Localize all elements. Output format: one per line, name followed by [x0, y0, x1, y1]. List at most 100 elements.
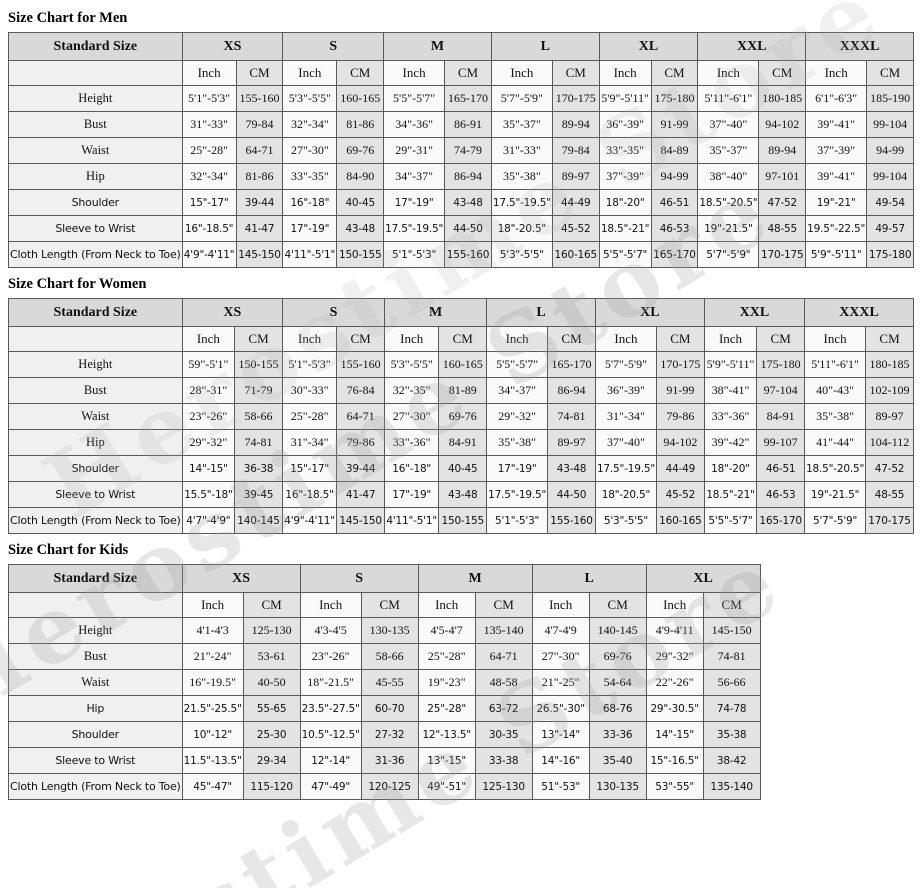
measure-cm-cell: 43-48 [438, 481, 488, 508]
measure-cm-cell: 69-76 [588, 643, 647, 670]
measure-cm-cell: 81-86 [336, 111, 385, 138]
measure-cm-cell: 94-102 [655, 429, 705, 456]
measure-inch-cell: 31"-34" [594, 403, 657, 430]
measure-inch-cell: 5'7"-5'9" [804, 507, 867, 534]
measure-inch-cell: 5'5"-5'7" [703, 507, 758, 534]
measure-inch-cell: 14"-15" [181, 455, 236, 482]
measure-cm-cell: 69-76 [438, 403, 488, 430]
measure-cm-cell: 104-112 [865, 429, 914, 456]
measure-row: Bust 21"-24" 53-61 23"-26" 58-66 25"-28" 64-71… [8, 643, 761, 670]
measure-inch-cell: 53"-55" [645, 773, 704, 800]
measure-cm-cell: 155-160 [547, 507, 596, 534]
unit-inch-label: Inch [181, 592, 244, 618]
measure-cm-cell: 94-99 [866, 137, 914, 164]
measure-inch-cell: 5'1"-5'3" [181, 85, 237, 112]
measure-inch-cell: 27"-30" [384, 403, 440, 430]
measure-cm-cell: 38-42 [702, 747, 761, 774]
measure-inch-cell: 37"-40" [697, 111, 760, 138]
measure-cm-cell: 130-135 [360, 617, 419, 644]
measure-cm-cell: 185-190 [866, 85, 914, 112]
measure-cm-cell: 25-30 [242, 721, 301, 748]
measure-inch-cell: 25"-28" [181, 137, 237, 164]
measure-cm-cell: 170-175 [655, 351, 705, 378]
measure-inch-cell: 11.5"-13.5" [181, 747, 244, 774]
measure-inch-cell: 34"-36" [383, 111, 446, 138]
measure-cm-cell: 43-48 [444, 189, 492, 216]
measure-cm-cell: 135-140 [474, 617, 533, 644]
measure-cm-cell: 44-49 [551, 189, 600, 216]
measure-cm-cell: 27-32 [360, 721, 419, 748]
measure-cm-cell: 155-160 [444, 241, 492, 268]
measure-inch-cell: 13"-15" [417, 747, 476, 774]
unit-cm-label: CM [756, 326, 806, 352]
measure-inch-cell: 17"-19" [282, 215, 338, 242]
measure-cm-cell: 41-47 [235, 215, 284, 242]
measure-row: Height 5'1"-5'3" 155-160 5'3"-5'5" 160-165 5'… [8, 85, 914, 112]
measure-cm-cell: 79-84 [551, 137, 600, 164]
measure-inch-cell: 19"-21" [805, 189, 868, 216]
measure-inch-cell: 5'9"-5'11" [703, 351, 758, 378]
measure-cm-cell: 64-71 [235, 137, 284, 164]
size-header-xs: XS [181, 298, 283, 327]
size-header-l: L [531, 564, 647, 593]
measure-inch-cell: 32"-34" [181, 163, 237, 190]
measure-inch-cell: 18"-21.5" [299, 669, 362, 696]
measure-cm-cell: 150-155 [234, 351, 283, 378]
measure-inch-cell: 47"-49" [299, 773, 362, 800]
row-label-shoulder: Shoulder [8, 721, 183, 748]
measure-inch-cell: 12"-13.5" [417, 721, 476, 748]
measure-cm-cell: 94-99 [650, 163, 699, 190]
measure-inch-cell: 40"-43" [804, 377, 867, 404]
measure-inch-cell: 45"-47" [181, 773, 244, 800]
measure-inch-cell: 26.5"-30" [531, 695, 590, 722]
measure-row: Height 4'1-4'3 125-130 4'3-4'5 130-135 4'5-4'… [8, 617, 761, 644]
measure-inch-cell: 17.5"-19.5" [486, 481, 549, 508]
measure-inch-cell: 27"-30" [531, 643, 590, 670]
measure-inch-cell: 5'7"-5'9" [594, 351, 657, 378]
measure-cm-cell: 33-36 [588, 721, 647, 748]
measure-inch-cell: 4'1-4'3 [181, 617, 244, 644]
measure-row: Waist 16"-19.5" 40-50 18"-21.5" 45-55 19"-23"… [8, 669, 761, 696]
row-label-sleeve-to-wrist: Sleeve to Wrist [8, 747, 183, 774]
measure-inch-cell: 15"-16.5" [645, 747, 704, 774]
unit-inch-label: Inch [594, 326, 657, 352]
unit-inch-label: Inch [697, 60, 760, 86]
measure-inch-cell: 17"-19" [486, 455, 549, 482]
measure-inch-cell: 32"-35" [384, 377, 440, 404]
size-header-xxxl: XXXL [805, 32, 914, 61]
measure-cm-cell: 89-97 [865, 403, 914, 430]
measure-inch-cell: 19"-21.5" [697, 215, 760, 242]
measure-cm-cell: 35-40 [588, 747, 647, 774]
size-header-m: M [383, 32, 492, 61]
unit-corner-cell [8, 60, 183, 86]
measure-inch-cell: 28"-31" [181, 377, 236, 404]
measure-cm-cell: 125-130 [242, 617, 301, 644]
measure-inch-cell: 18.5"-20.5" [697, 189, 760, 216]
row-label-hip: Hip [8, 163, 183, 190]
size-header-s: S [281, 298, 386, 327]
measure-inch-cell: 15"-17" [281, 455, 338, 482]
measure-row: Cloth Length (From Neck to Toe) 45"-47" 11… [8, 773, 761, 800]
measure-inch-cell: 17"-19" [384, 481, 440, 508]
measure-row: Shoulder 15"-17" 39-44 16"-18" 40-45 17"-19" 4… [8, 189, 914, 216]
measure-row: Shoulder 10"-12" 25-30 10.5"-12.5" 27-32 12"-… [8, 721, 761, 748]
size-chart-section-women: Size Chart for Women Standard Size XS S M L XL… [8, 276, 914, 534]
unit-inch-label: Inch [804, 326, 867, 352]
measure-inch-cell: 19"-23" [417, 669, 476, 696]
size-header-xl: XL [598, 32, 699, 61]
measure-cm-cell: 170-175 [551, 85, 600, 112]
measure-inch-cell: 34"-37" [383, 163, 446, 190]
measure-cm-cell: 97-101 [758, 163, 807, 190]
size-header-s: S [282, 32, 385, 61]
unit-cm-label: CM [702, 592, 761, 618]
measure-cm-cell: 45-52 [655, 481, 705, 508]
measure-cm-cell: 89-94 [551, 111, 600, 138]
row-label-waist: Waist [8, 403, 183, 430]
measure-inch-cell: 17.5"-19.5" [383, 215, 446, 242]
size-header-l: L [490, 32, 600, 61]
size-header-xl: XL [645, 564, 761, 593]
measure-cm-cell: 140-145 [588, 617, 647, 644]
measure-cm-cell: 63-72 [474, 695, 533, 722]
measure-inch-cell: 15.5"-18" [181, 481, 236, 508]
measure-row: Waist 25"-28" 64-71 27"-30" 69-76 29"-31" 74-7… [8, 137, 914, 164]
